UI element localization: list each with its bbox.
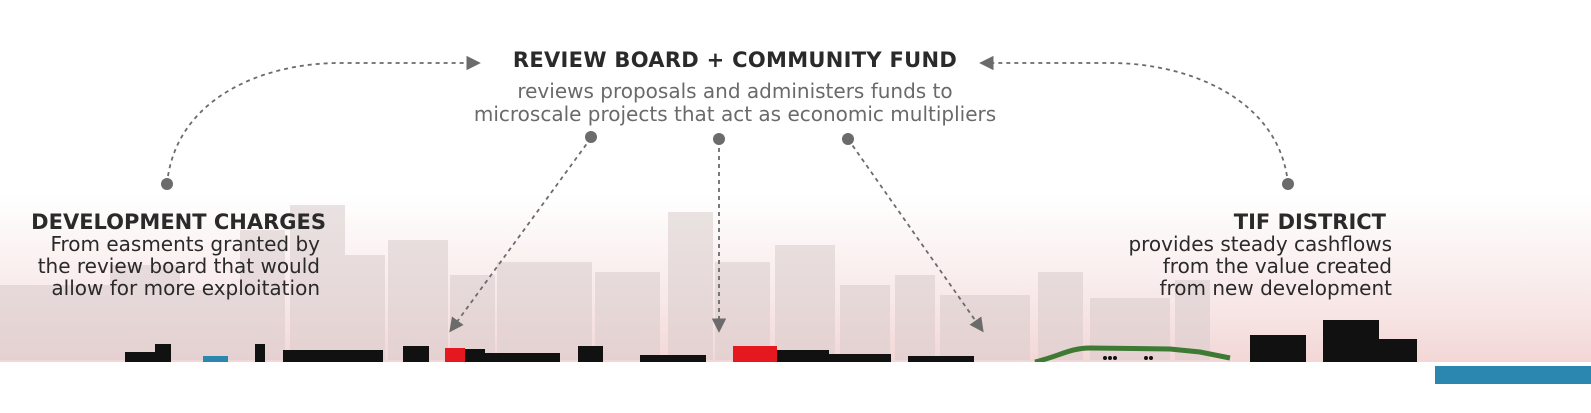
node-dot: [842, 133, 854, 145]
building-red: [733, 346, 777, 364]
ghost-skyline: [0, 205, 1210, 360]
park-edge: [1034, 345, 1231, 365]
node-dot: [585, 131, 597, 143]
description-line: from new development: [1159, 276, 1392, 300]
building: [829, 354, 891, 364]
arrow-board-to-right-project: [847, 138, 984, 333]
building: [125, 352, 160, 364]
building: [155, 344, 171, 364]
review-board-description: reviews proposals and administers funds …: [425, 80, 1045, 126]
building: [578, 346, 603, 364]
building: [1379, 339, 1417, 364]
building: [908, 356, 974, 364]
building: [777, 350, 829, 364]
description-line: From easments granted by: [50, 232, 320, 256]
node-dot: [1282, 178, 1294, 190]
description-line: microscale projects that act as economic…: [473, 102, 997, 126]
building: [203, 356, 228, 366]
arrow-board-to-left-project: [449, 137, 592, 333]
development-charges-description: From easments granted by the review boar…: [0, 233, 320, 299]
building: [640, 355, 706, 364]
tif-district-title: TIF DISTRICT: [1233, 210, 1386, 234]
development-charges-title: DEVELOPMENT CHARGES: [31, 210, 326, 234]
building-red: [445, 348, 465, 364]
review-board-title: REVIEW BOARD + COMMUNITY FUND: [512, 48, 958, 72]
building: [465, 349, 485, 364]
description-line: allow for more exploitation: [51, 276, 320, 300]
description-line: provides steady cashflows: [1128, 232, 1392, 256]
node-dot: [713, 133, 725, 145]
building: [485, 353, 560, 364]
building: [403, 346, 429, 364]
ground-base: [0, 362, 1591, 413]
building: [255, 344, 265, 364]
arrow-tif-to-board: [979, 55, 1289, 185]
description-line: reviews proposals and administers funds …: [517, 79, 953, 103]
description-line: the review board that would: [37, 254, 320, 278]
building: [1323, 320, 1379, 364]
building: [1250, 335, 1306, 364]
arrow-dev-to-board: [166, 55, 481, 185]
trees: [1103, 356, 1153, 360]
tif-district-description: provides steady cashflows from the value…: [1080, 233, 1392, 299]
description-line: from the value created: [1162, 254, 1392, 278]
node-dot: [161, 178, 173, 190]
water-strip: [1435, 366, 1591, 384]
building: [283, 350, 383, 364]
